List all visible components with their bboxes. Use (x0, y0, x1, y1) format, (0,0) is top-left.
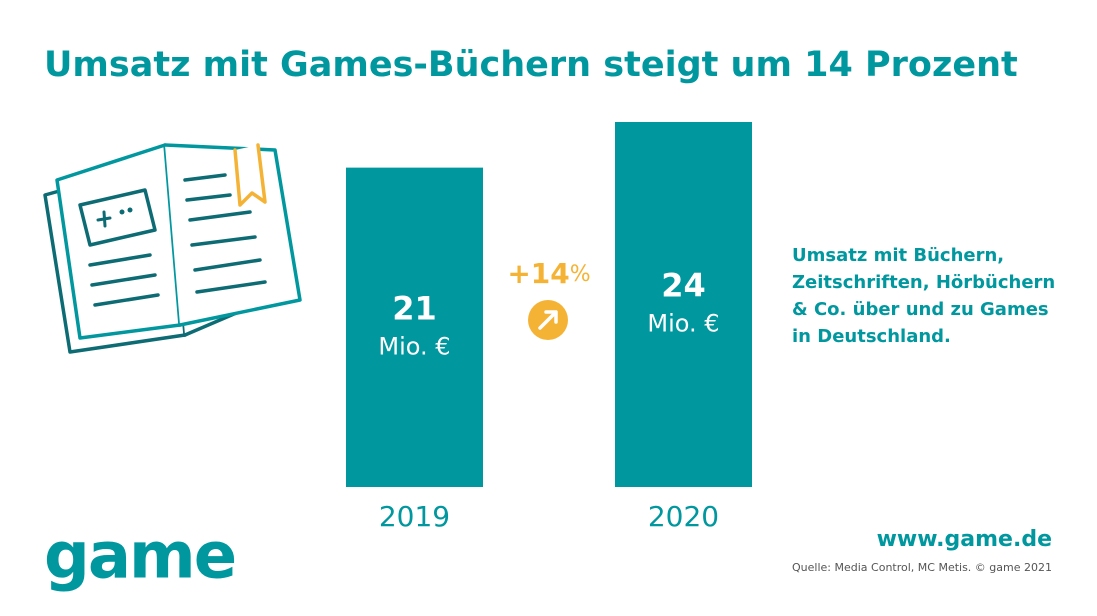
x-tick-label: 2020 (648, 500, 719, 533)
change-value: +14 (507, 257, 569, 290)
logo: game (44, 520, 235, 594)
website: www.game.de (877, 527, 1052, 552)
book-icon (43, 143, 302, 354)
value-label: 24 (661, 267, 706, 305)
bar (346, 167, 483, 487)
title: Umsatz mit Games-Büchern steigt um 14 Pr… (44, 45, 1018, 85)
value-label: 21 (392, 289, 437, 327)
change-unit: % (570, 262, 591, 287)
description-line: Zeitschriften, Hörbüchern (792, 272, 1055, 293)
description-line: & Co. über und zu Games (792, 299, 1049, 320)
source: Quelle: Media Control, MC Metis. © game … (792, 561, 1052, 574)
arrow (538, 310, 558, 330)
value-unit: Mio. € (378, 332, 450, 360)
bar (615, 122, 752, 487)
description-line: in Deutschland. (792, 326, 951, 347)
value-unit: Mio. € (647, 310, 719, 338)
x-tick-label: 2019 (379, 500, 450, 533)
description-line: Umsatz mit Büchern, (792, 245, 1004, 266)
change-label: +14% (507, 257, 590, 290)
